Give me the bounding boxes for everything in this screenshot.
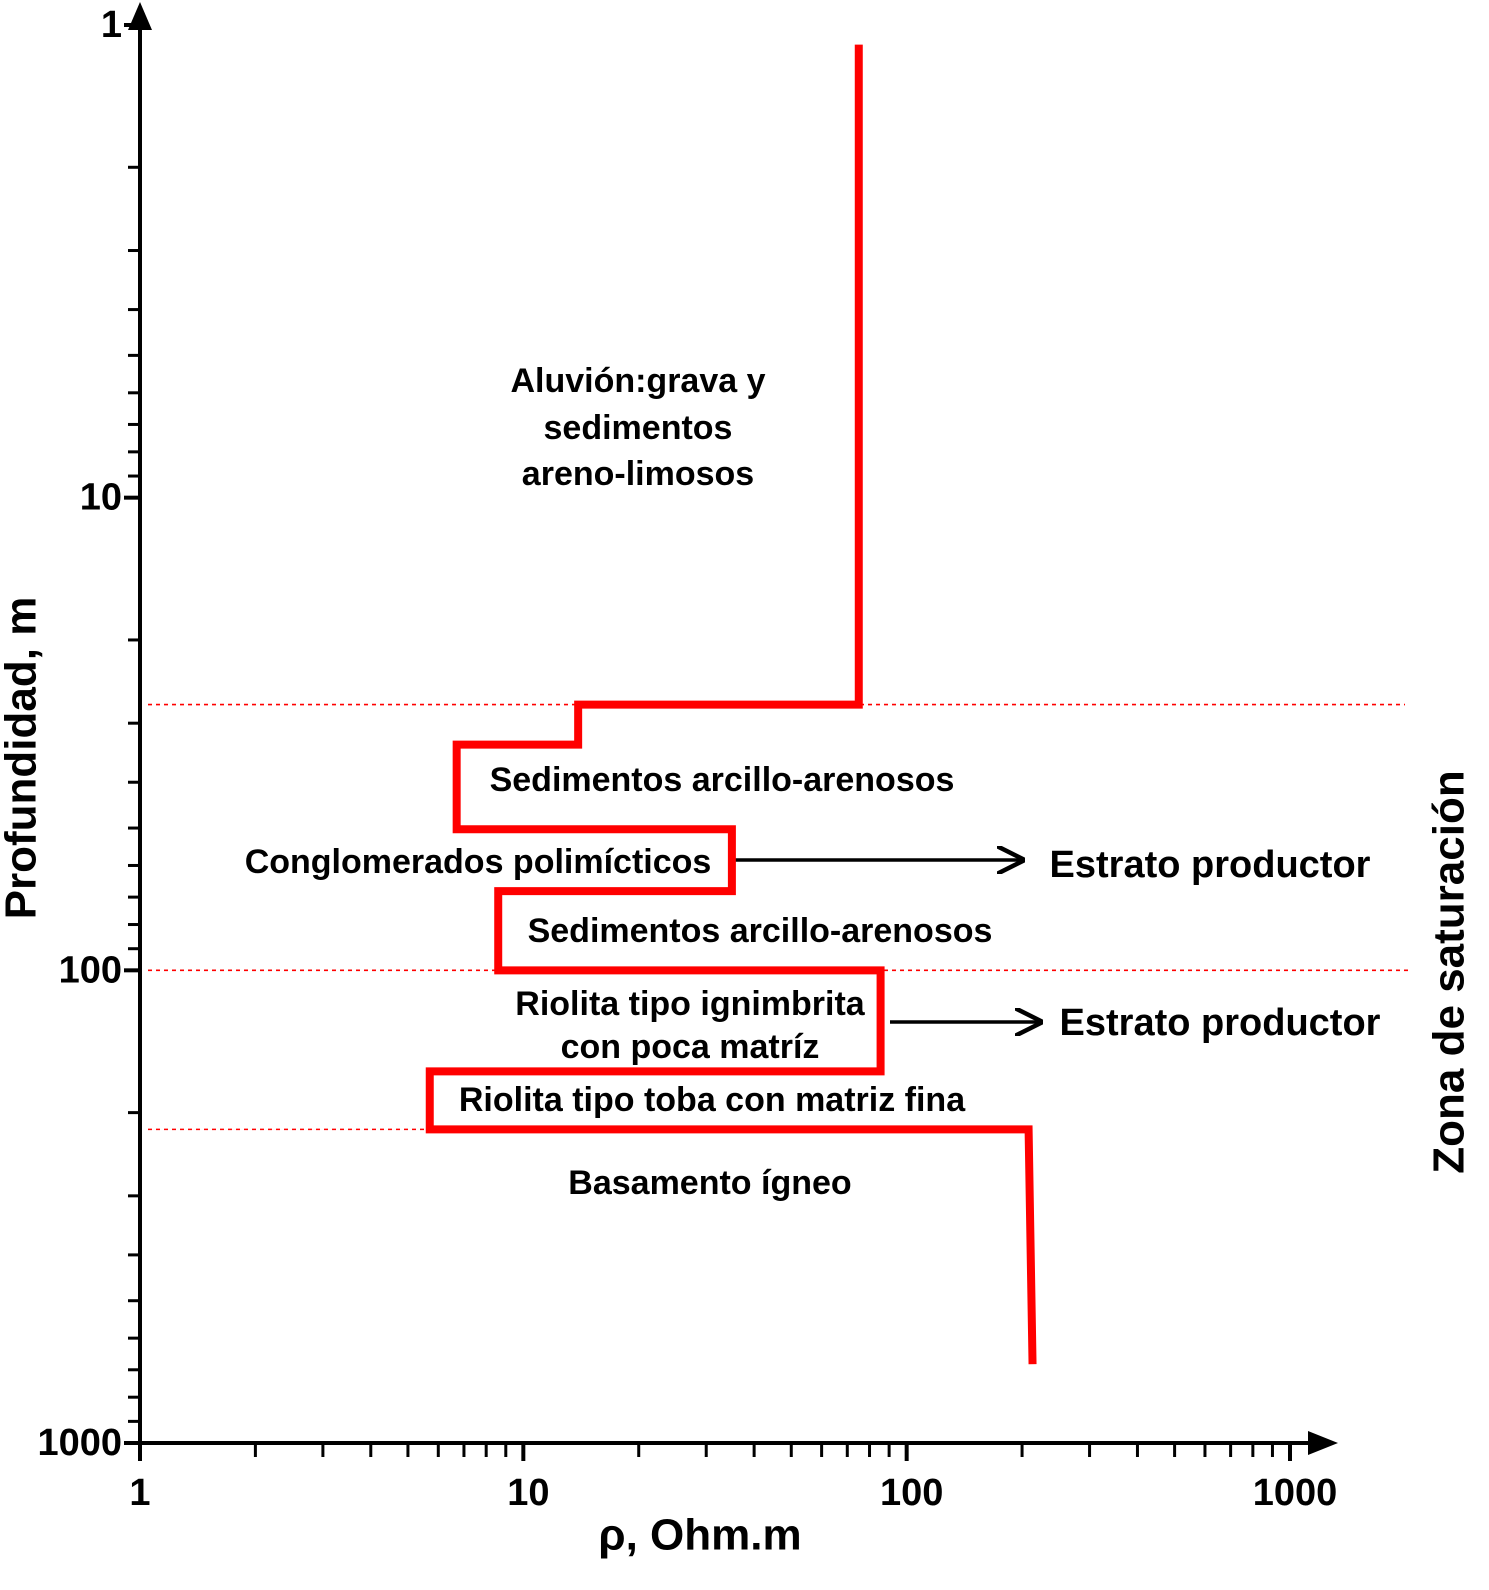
x-tick-label: 1000 bbox=[1253, 1472, 1338, 1514]
x-axis-title: ρ, Ohm.m bbox=[598, 1511, 801, 1560]
annotation: Sedimentos arcillo-arenosos bbox=[490, 761, 955, 799]
annotation: areno-limosos bbox=[522, 455, 754, 493]
annotation: Sedimentos arcillo-arenosos bbox=[528, 912, 993, 950]
annotation: Aluvión:grava y bbox=[510, 362, 765, 400]
annotation: Riolita tipo toba con matriz fina bbox=[459, 1081, 966, 1119]
x-axis-arrow bbox=[1308, 1431, 1338, 1455]
annotation: con poca matríz bbox=[561, 1028, 820, 1066]
annotation: sedimentos bbox=[544, 409, 733, 447]
annotation: Estrato productor bbox=[1050, 844, 1371, 886]
y-tick-label: 100 bbox=[59, 949, 122, 991]
y-tick-label: 1000 bbox=[37, 1422, 122, 1464]
profile-line bbox=[425, 44, 1037, 1365]
y-axis-title: Profundidad, m bbox=[0, 597, 46, 920]
x-tick-label: 10 bbox=[507, 1472, 549, 1514]
x-tick-label: 100 bbox=[880, 1472, 943, 1514]
annotation: Riolita tipo ignimbrita bbox=[515, 985, 866, 1023]
annotation: Basamento ígneo bbox=[568, 1164, 851, 1202]
y-tick-label: 1 bbox=[101, 4, 122, 46]
y-tick-label: 10 bbox=[80, 477, 122, 519]
annotation: Conglomerados polimícticos bbox=[245, 843, 712, 881]
annotation: Estrato productor bbox=[1060, 1002, 1381, 1044]
x-tick-label: 1 bbox=[129, 1472, 150, 1514]
side-label: Zona de saturación bbox=[1425, 770, 1474, 1173]
